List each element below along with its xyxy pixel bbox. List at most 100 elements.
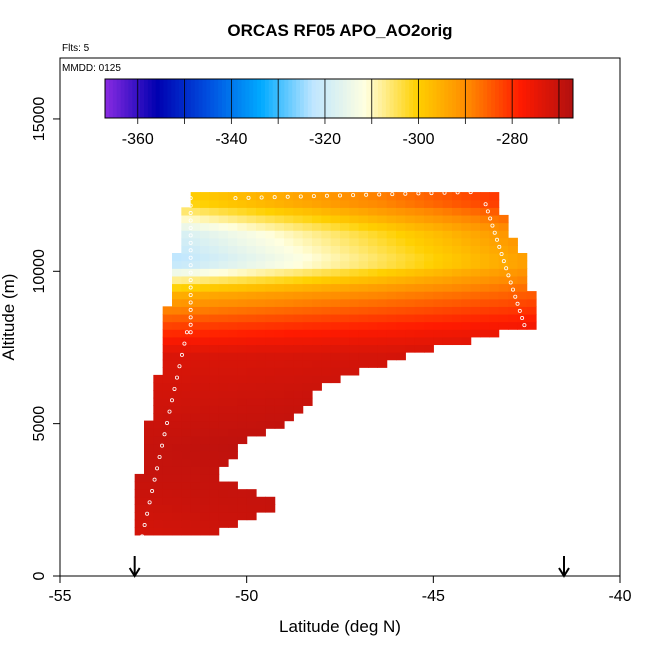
field-cell [414,230,425,239]
field-cell [256,412,266,422]
colorbar-segment [186,79,192,118]
field-cell [321,214,332,224]
observation-point [272,195,277,200]
field-cell [246,336,257,346]
colorbar-segment [569,79,574,118]
field-cell [190,291,201,300]
field-cell [200,245,210,254]
field-cell [265,397,276,406]
field-cell [181,214,192,224]
field-cell [274,412,285,422]
field-cell [162,466,173,475]
field-cell [274,268,285,277]
field-cell [153,412,164,422]
field-cell [433,214,444,224]
field-cell [284,245,294,254]
field-cell [256,298,266,307]
field-cell [256,496,266,505]
field-cell [433,199,444,208]
field-cell [452,321,462,330]
field-cell [368,344,378,353]
field-cell [246,260,257,269]
field-cell [256,268,266,277]
field-cell [190,199,201,208]
observation-point [311,194,316,199]
colorbar-segment [471,79,476,118]
field-cell [461,283,472,292]
field-cell [396,192,406,201]
field-cell [237,321,248,330]
field-cell [321,313,332,323]
field-cell [386,352,397,361]
field-cell [377,352,388,361]
field-cell [190,230,201,239]
field-cell [274,344,285,353]
field-cell [162,481,173,490]
field-cell [377,192,388,201]
colorbar-frame [104,78,574,119]
field-cell [246,352,257,361]
field-cell [181,359,192,368]
field-cell [153,527,164,536]
field-cell [274,367,285,376]
field-cell [218,291,229,300]
field-cell [228,230,238,239]
field-cell [256,237,266,246]
field-cell [256,245,266,254]
field-cell [414,306,425,315]
field-cell [172,344,182,353]
field-cell [368,321,378,330]
field-cell [386,275,397,285]
field-cell [218,207,229,216]
field-cell [302,390,313,399]
field-cell [480,321,490,330]
colorbar-segment [155,79,161,118]
field-cell [200,451,210,460]
field-cell [489,306,500,315]
field-cell [228,412,238,422]
field-cell [218,443,229,452]
field-cell [358,245,369,254]
field-cell [144,435,154,445]
colorbar-segment [245,79,250,118]
field-cell [405,237,416,246]
field-cell [489,214,500,224]
field-cell [172,489,182,498]
colorbar-segment [225,79,231,118]
field-cell [153,473,164,483]
colorbar-segment [323,79,328,118]
observation-point [188,248,193,253]
field-cell [190,336,201,346]
field-cell [321,374,332,384]
field-cell [452,199,462,208]
field-cell [414,291,425,300]
observation-point [429,191,434,196]
field-cell [237,435,248,445]
field-cell [396,298,406,307]
field-cell [181,527,192,536]
field-cell [517,268,528,277]
field-cell [190,458,201,467]
field-cell [330,222,341,231]
field-cell [256,420,266,429]
field-cell [172,298,182,307]
colorbar-segment [413,79,418,118]
colorbar: -360 -340 -320 -300 -280 [104,78,574,148]
observation-point [504,266,509,271]
observation-point [259,195,264,200]
field-cell [368,199,378,208]
field-cell [312,222,322,231]
field-cell [274,352,285,361]
field-cell [498,230,509,239]
field-cell [162,306,173,315]
field-cell [349,291,360,300]
field-cell [209,329,220,338]
field-cell [461,298,472,307]
field-cell [200,443,210,452]
field-cell [144,512,154,521]
field-cell [172,405,182,414]
field-cell [442,329,453,338]
field-cell [190,207,201,216]
field-cell [209,390,220,399]
field-cell [414,199,425,208]
